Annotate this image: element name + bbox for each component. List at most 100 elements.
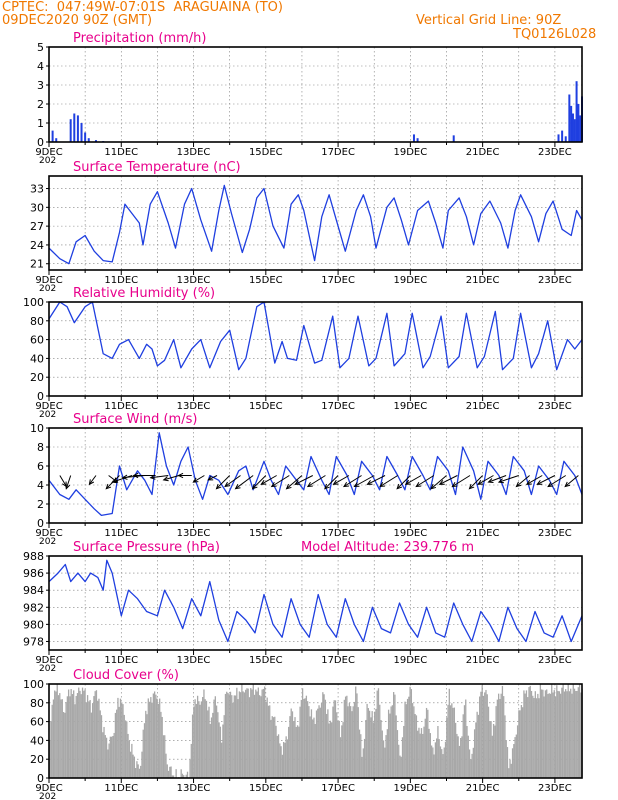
rh-ytick-label: 100 — [23, 296, 44, 309]
cloud-bar — [318, 705, 320, 778]
wind-ytick-label: 0 — [37, 517, 44, 530]
cloud-bar — [247, 688, 249, 778]
wind-arrow — [252, 475, 267, 490]
cloud-bar — [357, 707, 359, 778]
cloud-bar — [238, 691, 241, 778]
press-frame — [48, 555, 583, 651]
cloud-bar — [257, 687, 259, 778]
cloud-bar — [366, 703, 368, 778]
cloud-bar — [577, 687, 579, 778]
cloud-bar — [453, 707, 456, 778]
cloud-bar — [491, 735, 493, 778]
cloud-bar — [215, 705, 218, 778]
cloud-bar — [510, 763, 512, 778]
cloud-bar — [97, 700, 99, 778]
wind-xtick-label: 13DEC — [177, 528, 211, 539]
cloud-bar — [213, 699, 215, 778]
cloud-bar — [361, 756, 363, 778]
cloud-bar — [446, 717, 448, 778]
wind-arrow-head — [207, 475, 214, 481]
press-ytick-label: 978 — [23, 635, 44, 648]
press-annotation: Model Altitude: 239.776 m — [301, 540, 474, 555]
wind-arrow — [498, 475, 519, 483]
cloud-bar — [348, 703, 351, 778]
cloud-bar — [504, 715, 506, 778]
wind-arrow — [208, 475, 218, 481]
cloud-bar — [399, 755, 401, 778]
cloud-bar — [122, 704, 124, 778]
cloud-bar — [290, 708, 292, 778]
cloud-bar — [84, 689, 86, 778]
cloud-bar — [218, 722, 220, 778]
cloud-bar — [90, 712, 93, 778]
wind-arrow-head — [547, 482, 554, 488]
cloud-bar — [461, 736, 463, 778]
cloud-bar — [561, 687, 563, 778]
cloud-bar — [253, 694, 256, 778]
cloud-bar — [424, 718, 426, 778]
cloud-bar — [258, 695, 261, 778]
cloud-bar — [559, 693, 562, 778]
precip-ytick-label: 3 — [37, 79, 44, 92]
cloud-bar — [571, 693, 573, 778]
cloud-bar — [492, 723, 495, 778]
cloud-bar — [501, 685, 504, 778]
wind-arrow-head — [564, 481, 571, 488]
cloud-ytick-label: 80 — [30, 697, 44, 710]
cloud-bar — [411, 703, 414, 778]
cloud-bar — [368, 710, 371, 778]
cloud-bar — [309, 716, 311, 778]
cloud-bar — [170, 766, 172, 778]
cloud-bar — [479, 696, 481, 778]
cloud-bar — [519, 710, 521, 778]
cloud-bar — [329, 720, 332, 778]
precip-bar — [557, 134, 560, 142]
cloud-bar — [427, 709, 429, 778]
cloud-bar — [472, 747, 474, 778]
cloud-bar — [433, 754, 435, 778]
press-xtick-label: 17DEC — [321, 655, 355, 666]
cloud-bar — [557, 691, 559, 778]
cloud-bar — [481, 685, 483, 778]
wind-arrow-head — [234, 484, 241, 490]
cloud-bar — [155, 694, 157, 778]
cloud-bar — [508, 768, 510, 778]
cloud-bar — [499, 698, 501, 778]
cloud-bar — [432, 747, 434, 778]
cloud-bar — [227, 692, 229, 778]
cloud-bar — [267, 705, 270, 778]
cloud-bar — [486, 694, 488, 778]
cloud-bar — [575, 691, 577, 778]
cloud-bar — [79, 690, 81, 778]
cloud-bar — [308, 706, 310, 778]
cloud-bar — [567, 684, 569, 778]
cloud-bar — [505, 740, 507, 778]
cloud-bar — [537, 693, 539, 778]
cloud-bar — [288, 726, 290, 778]
cloud-bar — [546, 689, 548, 778]
cloud-bar — [114, 712, 117, 778]
press-ytick-label: 988 — [23, 550, 44, 563]
cloud-bar — [570, 688, 572, 778]
cloud-xtick-label: 17DEC — [321, 783, 355, 794]
cloud-bar — [86, 695, 89, 778]
cloud-bar — [379, 704, 381, 778]
cloud-bar — [449, 705, 452, 778]
rh-ytick-label: 80 — [30, 315, 44, 328]
wind-xtick-label: 9DEC — [35, 528, 62, 539]
wind-arrow-head — [477, 479, 484, 485]
cloud-bar — [353, 701, 356, 778]
wind-arrow-head — [451, 482, 458, 488]
cloud-bar — [325, 713, 328, 778]
cloud-bar — [132, 754, 134, 778]
wind-arrow-head — [332, 479, 339, 485]
cloud-bar — [347, 706, 349, 778]
cloud-bar — [503, 696, 505, 778]
precip-bar — [69, 119, 72, 142]
cloud-bar — [191, 714, 194, 778]
cloud-bar — [547, 694, 549, 778]
cloud-bar — [269, 705, 271, 778]
rh-xtick-label: 17DEC — [321, 401, 355, 412]
cloud-bar — [71, 694, 74, 778]
wind-arrow — [439, 475, 458, 485]
